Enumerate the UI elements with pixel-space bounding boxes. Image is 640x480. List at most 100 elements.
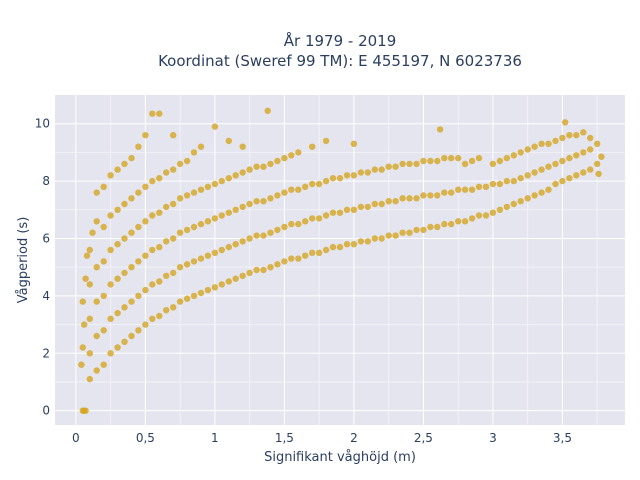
- data-point: [260, 163, 267, 170]
- data-point: [100, 258, 107, 265]
- data-point: [448, 220, 455, 228]
- data-point: [114, 166, 121, 173]
- data-point: [142, 132, 149, 139]
- data-point: [78, 361, 85, 368]
- data-point: [288, 152, 295, 159]
- data-point: [385, 232, 392, 239]
- data-point: [86, 375, 94, 383]
- data-point: [218, 281, 225, 288]
- data-point: [587, 166, 594, 173]
- data-point: [552, 180, 559, 188]
- data-point: [309, 249, 316, 256]
- data-point: [448, 154, 455, 162]
- data-point: [309, 215, 316, 222]
- data-point: [461, 160, 469, 168]
- data-point: [107, 246, 114, 254]
- data-point: [406, 160, 413, 168]
- data-point: [510, 152, 517, 159]
- data-point: [468, 215, 476, 222]
- data-point: [309, 180, 316, 188]
- data-point: [587, 134, 594, 142]
- data-point: [510, 177, 517, 185]
- data-point: [517, 175, 524, 182]
- data-point: [441, 154, 448, 162]
- data-point: [246, 269, 253, 277]
- data-point: [197, 143, 205, 150]
- data-point: [436, 126, 444, 133]
- data-point: [573, 152, 580, 159]
- data-point: [434, 192, 441, 199]
- data-point: [128, 298, 135, 305]
- data-point: [343, 241, 351, 248]
- data-point: [329, 175, 337, 182]
- data-point: [121, 304, 128, 311]
- data-point: [197, 220, 205, 228]
- data-point: [253, 163, 260, 170]
- data-point: [392, 232, 399, 239]
- x-tick-label: 0: [72, 431, 80, 445]
- y-tick-label: 0: [42, 404, 50, 418]
- data-point: [406, 195, 413, 202]
- data-point: [357, 203, 365, 211]
- data-point: [587, 146, 594, 153]
- data-point: [496, 206, 504, 213]
- data-point: [93, 332, 100, 340]
- data-point: [232, 275, 239, 282]
- data-point: [475, 154, 483, 162]
- data-point: [503, 177, 510, 185]
- data-point: [197, 255, 205, 262]
- data-point: [260, 198, 267, 205]
- data-point: [475, 212, 483, 219]
- data-point: [183, 295, 191, 302]
- data-point: [197, 186, 205, 193]
- data-point: [322, 137, 330, 145]
- data-point: [274, 226, 281, 234]
- data-point: [468, 157, 476, 165]
- data-point: [128, 229, 135, 236]
- data-point: [170, 304, 177, 311]
- chart-title-line-2: Koordinat (Sweref 99 TM): E 455197, N 60…: [158, 52, 522, 70]
- data-point: [204, 286, 212, 294]
- data-point: [82, 407, 89, 414]
- data-point: [413, 160, 420, 168]
- data-point: [468, 186, 476, 193]
- data-point: [100, 361, 107, 368]
- data-point: [322, 246, 330, 254]
- y-axis-title: Vågperiod (s): [16, 217, 31, 304]
- data-point: [81, 321, 88, 328]
- data-point: [461, 186, 469, 193]
- data-point: [93, 189, 100, 196]
- data-point: [531, 192, 538, 199]
- data-point: [357, 238, 365, 245]
- data-point: [114, 241, 121, 248]
- data-point: [232, 241, 239, 248]
- data-point: [100, 327, 107, 334]
- data-point: [79, 298, 87, 305]
- data-point: [218, 212, 225, 219]
- data-point: [128, 195, 135, 202]
- data-point: [82, 275, 89, 282]
- data-point: [197, 289, 205, 297]
- data-point: [538, 189, 545, 196]
- x-axis-title: Signifikant våghöjd (m): [264, 450, 416, 465]
- data-point: [225, 137, 232, 145]
- x-tick-label: 1,5: [275, 431, 294, 445]
- data-point: [378, 235, 385, 242]
- data-point: [239, 203, 246, 211]
- tick-labels: 0 0,5 1 1,5 2 2,5 3 3,5 0 2 4 6 8 10: [35, 117, 572, 445]
- data-point: [517, 149, 524, 156]
- data-point: [246, 235, 253, 242]
- data-point: [378, 166, 385, 173]
- data-point: [295, 149, 302, 156]
- data-point: [566, 154, 573, 162]
- data-point: [427, 192, 434, 199]
- data-point: [288, 220, 295, 228]
- data-point: [204, 252, 212, 259]
- data-point: [135, 189, 142, 196]
- data-point: [264, 107, 271, 115]
- data-point: [343, 172, 351, 179]
- data-point: [190, 189, 198, 196]
- data-point: [107, 212, 114, 219]
- data-point: [538, 166, 545, 173]
